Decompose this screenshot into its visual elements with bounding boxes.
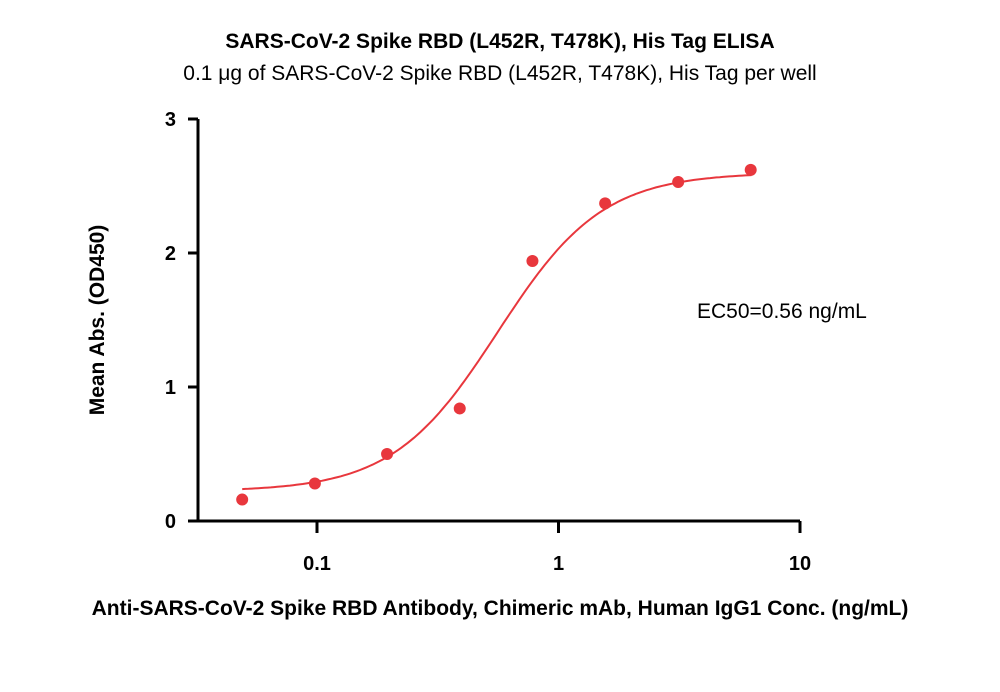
axes: 0 1 2 3 0.1 1 10 — [165, 109, 811, 575]
y-tick-label: 3 — [165, 109, 176, 131]
y-tick-label: 2 — [165, 243, 176, 265]
chart-subtitle: 0.1 μg of SARS-CoV-2 Spike RBD (L452R, T… — [183, 62, 817, 85]
ec50-annotation: EC50=0.56 ng/mL — [697, 300, 867, 323]
data-points-layer — [236, 163, 757, 506]
chart-title: SARS-CoV-2 Spike RBD (L452R, T478K), His… — [225, 30, 775, 53]
y-tick-label: 1 — [165, 377, 176, 399]
y-tick-label: 0 — [165, 511, 176, 533]
data-point — [599, 197, 612, 210]
data-point — [672, 175, 685, 188]
x-tick-label: 10 — [789, 553, 811, 575]
data-point — [453, 402, 466, 415]
data-point — [381, 448, 394, 460]
fit-curve-layer — [242, 174, 752, 491]
data-point — [744, 163, 757, 176]
fit-curve — [242, 174, 752, 491]
x-tick-label: 1 — [553, 553, 564, 575]
data-point — [526, 255, 539, 268]
x-axis-label: Anti-SARS-CoV-2 Spike RBD Antibody, Chim… — [91, 597, 909, 620]
data-point — [236, 493, 249, 506]
x-tick-label: 0.1 — [303, 553, 331, 575]
data-point — [308, 477, 321, 490]
